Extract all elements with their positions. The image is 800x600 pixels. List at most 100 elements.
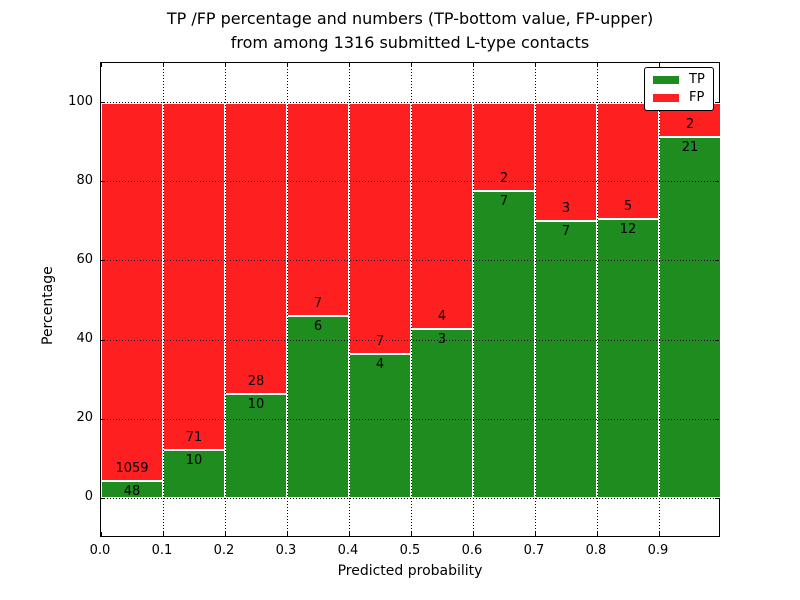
legend-swatch-tp — [653, 75, 679, 84]
x-tick-mark — [535, 63, 536, 67]
tp-count-label: 10 — [247, 397, 265, 413]
y-tick-mark — [101, 181, 105, 183]
bar-segment-fp — [411, 102, 473, 329]
legend-entry-tp: TP — [645, 72, 713, 87]
x-tick-mark — [163, 532, 164, 536]
tp-count-label: 21 — [681, 140, 699, 155]
x-tick-label: 0.8 — [585, 543, 607, 558]
gridline-vertical — [410, 63, 412, 536]
legend-swatch-fp — [653, 94, 679, 103]
bar-segment-tp — [349, 354, 411, 499]
bar-segment-fp — [163, 102, 225, 450]
bar-segment-fp — [287, 102, 349, 316]
chart-title: TP /FP percentage and numbers (TP-bottom… — [100, 7, 720, 55]
x-tick-label: 0.7 — [523, 543, 545, 558]
x-tick-label: 0.2 — [213, 543, 235, 558]
gridline-vertical — [596, 63, 598, 536]
x-tick-mark — [473, 63, 474, 67]
y-tick-label: 0 — [84, 489, 93, 505]
x-tick-label: 0.6 — [461, 543, 483, 558]
y-tick-mark — [715, 260, 719, 262]
fp-count-label: 1059 — [115, 461, 149, 477]
x-tick-mark — [597, 63, 598, 67]
x-tick-mark — [473, 532, 474, 536]
bar-segment-tp — [163, 449, 225, 499]
x-tick-mark — [349, 63, 350, 67]
tp-count-label: 10 — [185, 452, 203, 468]
bar-segment-tp — [225, 394, 287, 499]
y-tick-mark — [101, 339, 105, 341]
fp-count-label: 71 — [185, 429, 203, 445]
x-tick-label: 0.9 — [647, 543, 669, 558]
x-tick-mark — [225, 63, 226, 67]
fp-count-label: 2 — [499, 170, 509, 186]
x-tick-mark — [287, 532, 288, 536]
tp-count-label: 3 — [437, 331, 447, 347]
gridline-vertical — [534, 63, 536, 536]
gridline-vertical — [472, 63, 474, 536]
bar-segment-fp — [349, 102, 411, 355]
y-tick-mark — [715, 339, 719, 341]
y-tick-label: 40 — [76, 331, 93, 347]
y-tick-mark — [101, 260, 105, 262]
gridline-vertical — [348, 63, 350, 536]
y-tick-label: 60 — [76, 251, 93, 267]
bar-segment-tp — [473, 190, 535, 499]
x-tick-label: 0.0 — [89, 543, 111, 558]
legend-label-fp: FP — [689, 90, 705, 106]
chart-title-line1: TP /FP percentage and numbers (TP-bottom… — [166, 9, 654, 28]
chart-title-line2: from among 1316 submitted L-type contact… — [230, 33, 590, 52]
x-tick-mark — [597, 532, 598, 536]
y-tick-mark — [101, 497, 105, 499]
x-tick-mark — [411, 532, 412, 536]
fp-count-label: 2 — [685, 117, 695, 132]
x-tick-mark — [287, 63, 288, 67]
y-tick-label: 100 — [68, 93, 93, 109]
plot-area: 1059 48 71 10 28 10 7 6 7 4 4 3 2 7 3 7 5 12 2 21 — [100, 62, 721, 537]
bar-segment-fp — [225, 102, 287, 395]
fp-count-label: 28 — [247, 374, 265, 390]
gridline-vertical — [286, 63, 288, 536]
y-tick-mark — [715, 497, 719, 499]
x-tick-mark — [411, 63, 412, 67]
y-tick-mark — [715, 418, 719, 420]
y-tick-mark — [101, 102, 105, 104]
x-axis-label: Predicted probability — [337, 563, 483, 579]
fp-count-label: 3 — [561, 201, 571, 217]
bar-segment-fp — [101, 102, 163, 482]
x-tick-mark — [535, 532, 536, 536]
tp-count-label: 12 — [619, 222, 637, 237]
tp-count-label: 7 — [499, 193, 509, 209]
tp-count-label: 48 — [123, 484, 141, 500]
bar-segment-fp — [535, 102, 597, 222]
gridline-horizontal — [101, 260, 719, 262]
gridline-horizontal — [101, 418, 719, 420]
tp-count-label: 7 — [561, 224, 571, 240]
bar-segment-tp — [411, 328, 473, 499]
bar-segment-tp — [597, 219, 659, 499]
y-tick-mark — [715, 102, 719, 104]
bar-segment-tp — [659, 137, 721, 499]
y-tick-mark — [715, 181, 719, 183]
y-tick-mark — [101, 418, 105, 420]
fp-count-label: 7 — [375, 334, 385, 350]
tp-count-label: 4 — [375, 357, 385, 373]
tp-count-label: 6 — [313, 318, 323, 334]
x-tick-mark — [659, 532, 660, 536]
x-tick-mark — [163, 63, 164, 67]
fp-count-label: 4 — [437, 308, 447, 324]
x-tick-mark — [349, 532, 350, 536]
y-tick-label: 80 — [76, 172, 93, 188]
x-tick-mark — [659, 63, 660, 67]
x-tick-label: 0.5 — [399, 543, 421, 558]
bar-segment-fp — [597, 102, 659, 219]
gridline-horizontal — [101, 339, 719, 341]
bar-segment-tp — [287, 315, 349, 499]
bar-segment-fp — [473, 102, 535, 191]
bar-segment-tp — [535, 221, 597, 499]
gridline-vertical — [162, 63, 164, 536]
x-tick-mark — [225, 532, 226, 536]
y-tick-label: 20 — [76, 410, 93, 426]
gridline-vertical — [658, 63, 660, 536]
